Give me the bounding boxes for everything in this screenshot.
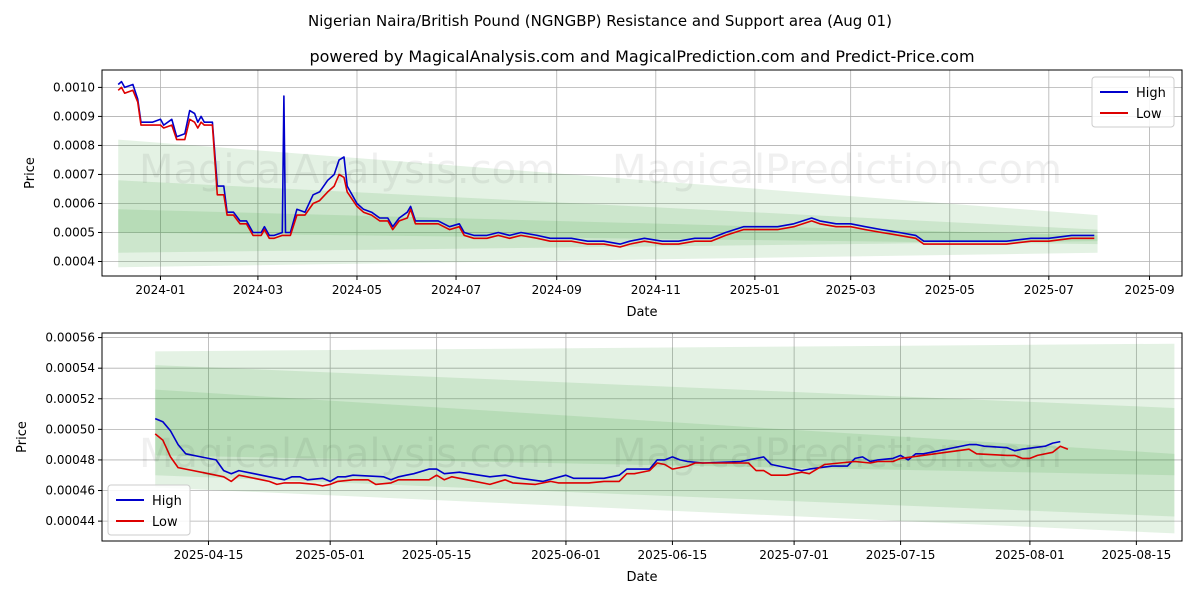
legend-label-high: High xyxy=(152,494,182,509)
x-axis-label: Date xyxy=(626,305,657,320)
y-tick-label: 0.0005 xyxy=(53,225,95,239)
y-tick-label: 0.00052 xyxy=(45,392,95,406)
y-axis-label: Price xyxy=(23,157,38,189)
legend-box xyxy=(107,484,191,536)
x-tick-label: 2025-04-15 xyxy=(174,548,244,562)
band-3 xyxy=(118,209,1098,245)
band-2 xyxy=(155,365,1175,517)
y-tick-label: 0.0006 xyxy=(53,196,95,210)
support-resistance-bands xyxy=(155,343,1175,534)
chart-panel-1: MagicalAnalysis.com MagicalPrediction.com… xyxy=(23,69,1183,320)
legend: High Low xyxy=(1091,76,1175,128)
chart-panel-2: MagicalAnalysis.com MagicalPrediction.com… xyxy=(15,331,1183,585)
legend-label-low: Low xyxy=(1136,107,1162,122)
x-tick-label: 2025-03 xyxy=(826,283,876,297)
series-line-high xyxy=(154,417,1061,483)
y-tick-label: 0.00056 xyxy=(45,331,95,345)
chart-subtitle: powered by MagicalAnalysis.com and Magic… xyxy=(309,47,974,66)
x-tick-label: 2025-07-01 xyxy=(759,548,829,562)
x-tick-label: 2025-09 xyxy=(1124,283,1174,297)
series-line-low xyxy=(154,433,1069,487)
watermark-right: MagicalPrediction.com xyxy=(612,431,1062,477)
x-tick-label: 2025-06-01 xyxy=(531,548,601,562)
band-1 xyxy=(118,139,1098,268)
x-tick-label: 2024-01 xyxy=(135,283,185,297)
y-tick-label: 0.00046 xyxy=(45,484,95,498)
x-tick-label: 2024-05 xyxy=(332,283,382,297)
legend: High Low xyxy=(107,484,191,536)
x-tick-label: 2024-11 xyxy=(631,283,681,297)
y-tick-label: 0.00048 xyxy=(45,453,95,467)
x-tick-label: 2025-08-15 xyxy=(1101,548,1171,562)
legend-label-low: Low xyxy=(152,515,178,530)
x-tick-label: 2024-03 xyxy=(233,283,283,297)
x-axis-label: Date xyxy=(626,570,657,585)
x-tick-label: 2025-05 xyxy=(925,283,975,297)
series-line-low xyxy=(117,86,1095,248)
legend-box xyxy=(1091,76,1175,128)
y-tick-label: 0.0007 xyxy=(53,167,95,181)
plot-frame xyxy=(101,69,1183,277)
watermark-right: MagicalPrediction.com xyxy=(612,147,1062,193)
x-tick-label: 2025-01 xyxy=(730,283,780,297)
y-tick-label: 0.00050 xyxy=(45,422,95,436)
y-tick-label: 0.0004 xyxy=(53,254,95,268)
chart-title: Nigerian Naira/British Pound (NGNGBP) Re… xyxy=(308,12,892,30)
y-tick-label: 0.0008 xyxy=(53,138,95,152)
y-axis-label: Price xyxy=(15,421,30,453)
x-tick-label: 2025-07 xyxy=(1024,283,1074,297)
band-1 xyxy=(155,343,1175,534)
y-tick-label: 0.00054 xyxy=(45,361,95,375)
x-tick-label: 2024-07 xyxy=(431,283,481,297)
legend-label-high: High xyxy=(1136,86,1166,101)
watermark-left: MagicalAnalysis.com xyxy=(139,431,555,477)
x-tick-label: 2025-07-15 xyxy=(866,548,936,562)
x-tick-label: 2025-05-01 xyxy=(295,548,365,562)
y-tick-label: 0.00044 xyxy=(45,514,95,528)
panels: MagicalAnalysis.com MagicalPrediction.com… xyxy=(15,69,1183,585)
plot-frame xyxy=(101,332,1183,542)
y-tick-label: 0.0010 xyxy=(53,80,95,94)
x-tick-label: 2025-06-15 xyxy=(638,548,708,562)
series-line-high xyxy=(117,80,1095,245)
y-tick-label: 0.0009 xyxy=(53,109,95,123)
support-resistance-bands xyxy=(118,139,1098,268)
band-2 xyxy=(118,180,1098,253)
x-tick-label: 2025-08-01 xyxy=(995,548,1065,562)
x-tick-label: 2025-05-15 xyxy=(402,548,472,562)
watermark-left: MagicalAnalysis.com xyxy=(139,147,555,193)
x-tick-label: 2024-09 xyxy=(532,283,582,297)
